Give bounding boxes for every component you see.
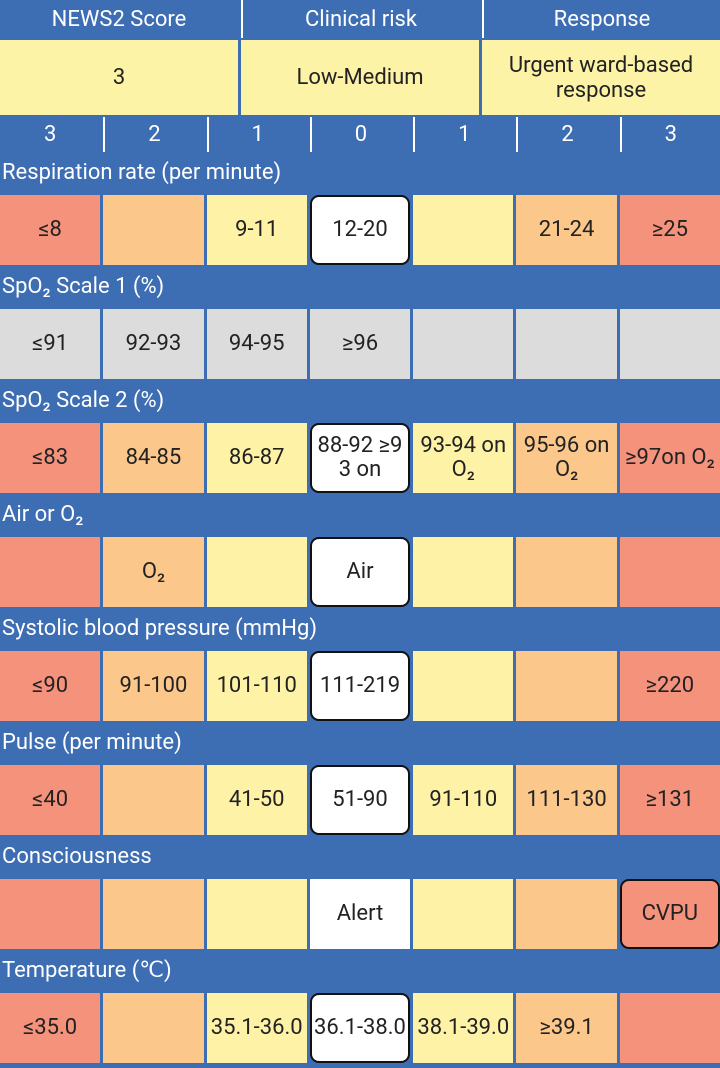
option-cell[interactable]: ≤83: [0, 423, 101, 493]
option-cell[interactable]: [103, 879, 204, 949]
option-cell[interactable]: [0, 879, 101, 949]
option-cell[interactable]: ≥39.1: [516, 993, 617, 1063]
option-cell[interactable]: [206, 537, 307, 607]
section-label: SpO₂ Scale 2 (%): [2, 388, 165, 413]
option-cell[interactable]: 12-20: [309, 195, 411, 265]
option-cell[interactable]: 35.1-36.0: [206, 993, 307, 1063]
option-cell[interactable]: ≤90: [0, 651, 101, 721]
option-cell[interactable]: 36.1-38.0: [309, 993, 411, 1063]
header-row: NEWS2 Score Clinical risk Response: [0, 0, 720, 38]
option-row: Alert CVPU: [0, 879, 720, 949]
score-header: 0: [309, 117, 410, 152]
score-header: 3: [619, 117, 720, 152]
score-header: 1: [206, 117, 307, 152]
option-cell[interactable]: [103, 195, 204, 265]
option-cell: [516, 309, 617, 379]
option-cell[interactable]: ≤35.0: [0, 993, 101, 1063]
option-cell[interactable]: [103, 765, 204, 835]
option-cell[interactable]: 41-50: [206, 765, 307, 835]
option-cell[interactable]: [619, 993, 720, 1063]
option-row: ≤40 41-50 51-90 91-110 111-130 ≥131: [0, 765, 720, 835]
option-cell[interactable]: 101-110: [206, 651, 307, 721]
option-cell[interactable]: ≥97on O₂: [619, 423, 720, 493]
option-cell[interactable]: 95-96 on O₂: [516, 423, 617, 493]
option-row: ≤8 9-11 12-20 21-24 ≥25: [0, 195, 720, 265]
option-cell[interactable]: 86-87: [206, 423, 307, 493]
option-cell[interactable]: [413, 651, 514, 721]
section-label: SpO₂ Scale 1 (%): [2, 274, 165, 299]
option-cell[interactable]: ≥25: [619, 195, 720, 265]
option-cell[interactable]: ≥131: [619, 765, 720, 835]
option-cell[interactable]: 88-92 ≥93 on: [309, 423, 411, 493]
option-cell[interactable]: 21-24: [516, 195, 617, 265]
option-cell[interactable]: ≤8: [0, 195, 101, 265]
option-row: ≤83 84-85 86-87 88-92 ≥93 on 93-94 on O₂ 95-9…: [0, 423, 720, 493]
score-header: 3: [43, 122, 57, 147]
option-cell[interactable]: 38.1-39.0: [413, 993, 514, 1063]
option-cell[interactable]: 9-11: [206, 195, 307, 265]
summary-cell: Urgent ward-based response: [482, 40, 720, 115]
option-cell[interactable]: ≤40: [0, 765, 101, 835]
header-cell: Clinical risk: [241, 0, 479, 38]
summary-cell: Low-Medium: [241, 40, 479, 115]
option-cell[interactable]: [619, 537, 720, 607]
summary-row: 3 Low-Medium Urgent ward-based response: [0, 40, 720, 115]
option-cell[interactable]: 91-110: [413, 765, 514, 835]
summary-cell: 3: [0, 40, 238, 115]
option-cell[interactable]: [516, 537, 617, 607]
section-label: Consciousness: [2, 844, 152, 869]
option-cell: ≤91: [0, 309, 101, 379]
section-label: Respiration rate (per minute): [2, 160, 282, 185]
option-row: ≤35.0 35.1-36.0 36.1-38.0 38.1-39.0 ≥39.1: [0, 993, 720, 1063]
option-cell[interactable]: [516, 651, 617, 721]
header-cell: Response: [482, 0, 720, 38]
option-cell[interactable]: 111-130: [516, 765, 617, 835]
score-header: 2: [516, 117, 616, 152]
option-cell[interactable]: 111-219: [309, 651, 411, 721]
section-label: Temperature (℃): [2, 958, 172, 983]
option-row: ≤90 91-100 101-110 111-219 ≥220: [0, 651, 720, 721]
option-cell[interactable]: 84-85: [103, 423, 204, 493]
option-row: ≤91 92-93 94-95 ≥96: [0, 309, 720, 379]
option-cell[interactable]: [413, 879, 514, 949]
option-cell[interactable]: CVPU: [619, 879, 720, 949]
option-cell[interactable]: Alert: [309, 879, 411, 949]
option-cell[interactable]: [0, 537, 101, 607]
option-cell[interactable]: 51-90: [309, 765, 411, 835]
score-header: 2: [103, 117, 203, 152]
option-cell: [619, 309, 720, 379]
section-label: Air or O₂: [2, 502, 84, 527]
option-cell[interactable]: [516, 879, 617, 949]
section-label: Systolic blood pressure (mmHg): [2, 616, 317, 641]
option-cell: [413, 309, 514, 379]
option-cell[interactable]: 91-100: [103, 651, 204, 721]
option-row: O₂ Air: [0, 537, 720, 607]
section-label: Pulse (per minute): [2, 730, 182, 755]
option-cell[interactable]: O₂: [103, 537, 204, 607]
option-cell[interactable]: [206, 879, 307, 949]
option-cell[interactable]: [413, 195, 514, 265]
option-cell: 92-93: [103, 309, 204, 379]
option-cell[interactable]: [103, 993, 204, 1063]
option-cell[interactable]: [413, 537, 514, 607]
score-header: 1: [413, 117, 513, 152]
option-cell: ≥96: [309, 309, 411, 379]
option-cell[interactable]: Air: [309, 537, 411, 607]
option-cell: 94-95: [206, 309, 307, 379]
option-cell[interactable]: 93-94 on O₂: [413, 423, 514, 493]
header-cell: NEWS2 Score: [51, 6, 187, 32]
option-cell[interactable]: ≥220: [619, 651, 720, 721]
